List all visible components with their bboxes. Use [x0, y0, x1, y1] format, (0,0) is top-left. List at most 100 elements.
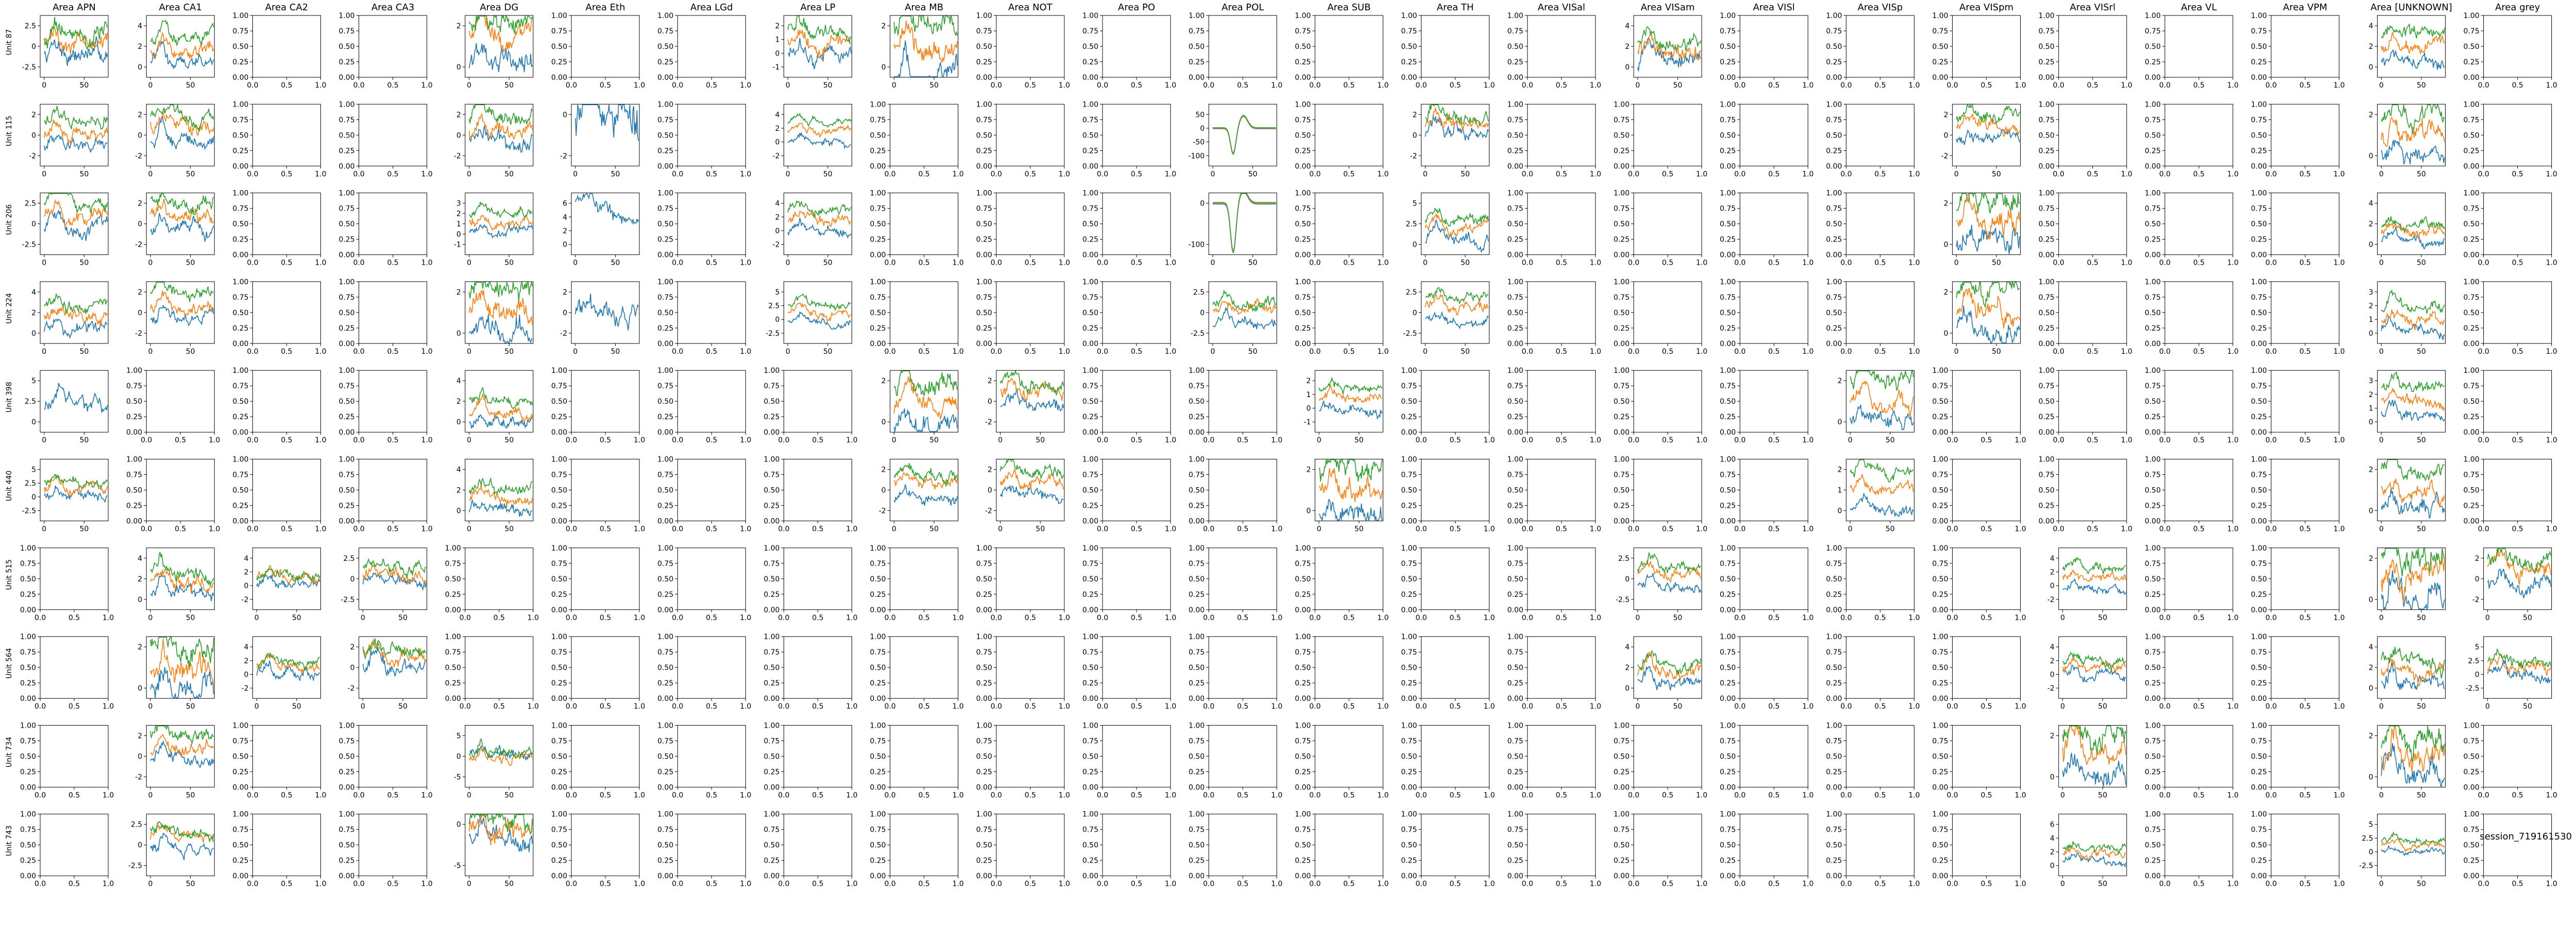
x-tick-label: 1.0 — [1165, 525, 1176, 534]
y-tick-label: 1.00 — [1720, 811, 1736, 819]
y-tick-label: 0.50 — [1932, 575, 1948, 583]
x-tick-label: 1.0 — [2333, 259, 2345, 267]
y-tick-label: 0.50 — [657, 664, 673, 672]
y-tick-label: 0.50 — [2251, 575, 2267, 583]
x-tick-label: 1.0 — [1590, 436, 1601, 444]
x-tick-label: 0.5 — [812, 702, 823, 711]
y-tick-label: 0.50 — [338, 842, 354, 850]
y-tick-label: 0.75 — [20, 826, 36, 834]
x-tick-label: 0.5 — [2193, 791, 2205, 799]
x-tick-label: 0.0 — [1734, 436, 1745, 444]
y-tick-label: 2 — [456, 22, 461, 30]
x-tick-label: 0.5 — [2299, 259, 2311, 267]
x-tick-label: 1.0 — [2333, 614, 2345, 622]
y-tick-label: 0 — [350, 575, 355, 583]
x-tick-label: 50 — [504, 880, 514, 888]
x-tick-label: 1.0 — [1483, 880, 1495, 888]
subplot-frame — [2164, 547, 2233, 610]
y-tick-label: 0.50 — [2463, 398, 2479, 406]
y-tick-label: 0.25 — [2039, 413, 2055, 421]
x-tick-label: 1.0 — [2014, 81, 2026, 90]
y-tick-label: 0.00 — [338, 872, 354, 881]
y-tick-label: 1.00 — [764, 367, 779, 375]
y-tick-label: 0.00 — [1720, 162, 1736, 170]
x-tick-label: 1.0 — [315, 791, 326, 799]
y-tick-label: 4 — [31, 288, 36, 297]
series-line — [2487, 653, 2551, 676]
x-tick-label: 0.0 — [2478, 348, 2489, 356]
x-tick-label: 0 — [467, 170, 471, 178]
series-line — [44, 199, 108, 228]
series-line — [893, 463, 958, 487]
y-tick-label: 0.50 — [657, 575, 673, 583]
series-line — [44, 383, 108, 413]
y-tick-label: 50 — [1195, 111, 1205, 119]
x-tick-label: 0.0 — [1097, 880, 1108, 888]
y-tick-label: 0.00 — [551, 428, 567, 437]
subplot-frame — [2058, 814, 2127, 877]
x-tick-label: 0.5 — [281, 525, 292, 534]
y-tick-label: 0.50 — [2463, 131, 2479, 140]
y-tick-label: 0.00 — [1932, 518, 1948, 526]
y-tick-label: 0.25 — [2463, 857, 2479, 865]
y-tick-label: 0.25 — [657, 768, 673, 776]
x-tick-label: 1.0 — [103, 791, 114, 799]
y-tick-label: 0.75 — [551, 826, 567, 834]
x-tick-label: 0.0 — [991, 348, 1002, 356]
subplot-frame — [1421, 459, 1490, 521]
y-tick-label: 0.25 — [2145, 857, 2161, 865]
y-tick-label: 2.5 — [1405, 220, 1417, 229]
x-tick-label: 0.0 — [1415, 81, 1427, 90]
x-tick-label: 0 — [2379, 880, 2384, 888]
y-tick-label: 1.00 — [976, 811, 992, 819]
series-line — [1850, 459, 1913, 483]
x-tick-label: 0.5 — [706, 348, 717, 356]
series-line — [150, 724, 214, 745]
series-line — [787, 29, 852, 60]
y-tick-label: 1.00 — [126, 367, 142, 375]
column-title: Area NOT — [1008, 2, 1053, 13]
subplot-frame — [359, 104, 428, 166]
y-tick-label: 0 — [2368, 684, 2373, 693]
x-tick-label: 0 — [892, 525, 896, 534]
y-tick-label: 0.50 — [1720, 43, 1736, 51]
y-tick-label: 0.00 — [1932, 74, 1948, 82]
series-line — [894, 40, 958, 78]
x-tick-label: 0.5 — [2512, 525, 2523, 534]
subplot-frame — [1208, 725, 1277, 787]
x-tick-label: 0.0 — [353, 436, 364, 444]
x-tick-label: 1.0 — [846, 436, 857, 444]
y-tick-label: 1.00 — [2463, 190, 2479, 198]
y-tick-label: 0.75 — [1614, 826, 1630, 834]
x-tick-label: 0.5 — [1980, 880, 1992, 888]
y-tick-label: 0.25 — [1932, 58, 1948, 66]
y-tick-label: 1.00 — [1826, 100, 1842, 109]
series-line — [1956, 113, 2020, 138]
y-tick-label: 0.75 — [2251, 826, 2267, 834]
x-tick-label: 0.5 — [1025, 81, 1036, 90]
y-tick-label: 0.75 — [870, 648, 886, 657]
x-tick-label: 0.5 — [1449, 436, 1461, 444]
x-tick-label: 50 — [186, 259, 195, 267]
subplot-frame — [677, 814, 746, 877]
y-tick-label: 0.25 — [232, 857, 248, 865]
y-tick-label: 1.00 — [232, 12, 248, 20]
column-title: Area SUB — [1327, 2, 1370, 13]
series-line — [150, 198, 214, 224]
x-tick-label: 50 — [611, 170, 620, 178]
y-tick-label: 0.75 — [976, 205, 992, 213]
y-tick-label: 0.75 — [2145, 826, 2161, 834]
series-line — [362, 572, 427, 591]
series-line — [44, 473, 108, 490]
subplot-frame — [1527, 15, 1596, 78]
y-tick-label: 1.00 — [445, 544, 461, 553]
y-tick-label: 1.00 — [1401, 811, 1417, 819]
x-tick-label: 1.0 — [1802, 791, 1814, 799]
x-tick-label: 0.0 — [1522, 702, 1533, 711]
x-tick-label: 0 — [1211, 348, 1215, 356]
y-tick-label: 1.00 — [2039, 367, 2055, 375]
y-tick-label: 0.50 — [1189, 398, 1205, 406]
x-tick-label: 0.5 — [918, 702, 929, 711]
y-tick-label: 0.50 — [976, 752, 992, 761]
y-tick-label: 0.75 — [657, 737, 673, 745]
